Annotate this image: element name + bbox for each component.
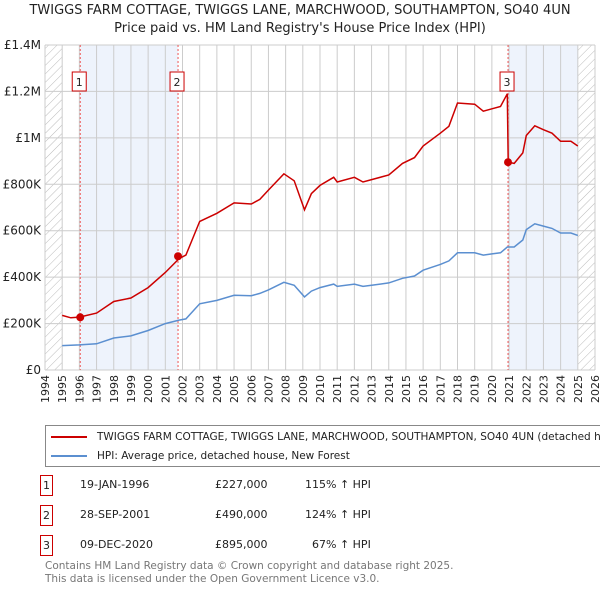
sale-point xyxy=(504,158,513,167)
shaded-period xyxy=(80,45,179,370)
x-tick-label: 1997 xyxy=(91,375,104,403)
x-tick-label: 2020 xyxy=(486,375,499,403)
sale-badge-box xyxy=(71,71,87,92)
y-tick-label: £800K xyxy=(3,177,43,191)
sale-price: £227,000 xyxy=(215,478,268,491)
sale-point xyxy=(76,313,85,322)
legend-item-property: TWIGGS FARM COTTAGE, TWIGGS LANE, MARCHW… xyxy=(46,429,600,445)
sale-date: 09-DEC-2020 xyxy=(80,538,154,551)
x-tick-label: 2025 xyxy=(572,375,585,403)
no-data-region-right xyxy=(577,45,595,370)
x-tick-label: 2009 xyxy=(297,375,310,403)
y-tick-label: £200K xyxy=(3,317,43,331)
sale-number-badge: 3 xyxy=(40,535,53,556)
sale-price: £895,000 xyxy=(215,538,268,551)
sale-badge-chart: 2 xyxy=(169,71,185,92)
sale-badge-chart: 1 xyxy=(71,71,87,92)
x-tick-label: 2024 xyxy=(555,375,568,403)
legend: TWIGGS FARM COTTAGE, TWIGGS LANE, MARCHW… xyxy=(45,425,600,467)
x-tick-label: 1996 xyxy=(73,375,86,403)
y-tick-label: £400K xyxy=(3,270,43,284)
x-tick-label: 2017 xyxy=(434,375,447,403)
sale-badge-number: 1 xyxy=(76,76,83,89)
sale-number-badge: 2 xyxy=(40,505,53,526)
legend-label-property: TWIGGS FARM COTTAGE, TWIGGS LANE, MARCHW… xyxy=(97,431,600,443)
x-tick-label: 2013 xyxy=(366,375,379,403)
sale-hpi-change: 124% ↑ HPI xyxy=(305,508,371,521)
sale-badge-number: 2 xyxy=(174,76,181,89)
sale-hpi-change: 115% ↑ HPI xyxy=(305,478,371,491)
x-tick-label: 2008 xyxy=(280,375,293,403)
x-tick-label: 2003 xyxy=(194,375,207,403)
legend-swatch-property xyxy=(51,436,87,438)
x-tick-label: 2002 xyxy=(177,375,190,403)
x-tick-label: 2021 xyxy=(503,375,516,403)
x-tick-label: 2004 xyxy=(211,375,224,403)
y-tick-label: £1.4M xyxy=(4,38,41,52)
x-tick-label: 1994 xyxy=(39,375,52,403)
legend-swatch-hpi xyxy=(51,455,87,457)
sale-hpi-change: 67% ↑ HPI xyxy=(312,538,371,551)
price-chart: 1994 1995 1996 1997 1998 1999 2000 2001 2002 2003… xyxy=(3,38,600,403)
x-tick-label: 2014 xyxy=(383,375,396,403)
x-tick-label: 2000 xyxy=(142,375,155,403)
x-tick-label: 2001 xyxy=(159,375,172,403)
no-data-region-left xyxy=(45,45,63,370)
x-tick-label: 2022 xyxy=(520,375,533,403)
x-tick-label: 1998 xyxy=(108,375,121,403)
footer-copyright: Contains HM Land Registry data © Crown c… xyxy=(45,560,454,572)
legend-label-hpi: HPI: Average price, detached house, New … xyxy=(97,450,350,462)
x-tick-label: 1995 xyxy=(56,375,69,403)
x-tick-label: 2007 xyxy=(262,375,275,403)
shaded-period xyxy=(508,45,578,370)
sale-price: £490,000 xyxy=(215,508,268,521)
chart-title: TWIGGS FARM COTTAGE, TWIGGS LANE, MARCHW… xyxy=(29,3,571,18)
chart-subtitle: Price paid vs. HM Land Registry's House … xyxy=(114,21,486,36)
x-tick-label: 2015 xyxy=(400,375,413,403)
x-tick-label: 2019 xyxy=(469,375,482,403)
x-tick-label: 1999 xyxy=(125,375,138,403)
sale-date: 28-SEP-2001 xyxy=(80,508,151,521)
sale-badge-box xyxy=(169,71,185,92)
sale-badge-chart: 3 xyxy=(499,71,515,92)
sale-number-badge: 1 xyxy=(40,475,53,496)
footer: Contains HM Land Registry data © Crown c… xyxy=(45,560,453,586)
x-tick-label: 2006 xyxy=(245,375,258,403)
x-tick-label: 2005 xyxy=(228,375,241,403)
sale-badge-box xyxy=(499,71,515,92)
series-line-hpi xyxy=(62,222,579,347)
x-tick-label: 2010 xyxy=(314,375,327,403)
sale-point xyxy=(174,252,183,261)
series-line-property xyxy=(61,93,579,319)
x-tick-label: 2011 xyxy=(331,375,344,403)
y-tick-label: £0 xyxy=(26,363,41,377)
y-tick-label: £1.2M xyxy=(4,84,41,98)
x-tick-label: 2023 xyxy=(537,375,550,403)
sale-badge-number: 3 xyxy=(504,76,511,89)
y-tick-label: £1M xyxy=(15,131,41,145)
x-tick-label: 2012 xyxy=(348,375,361,403)
sale-date: 19-JAN-1996 xyxy=(80,478,150,491)
footer-licence: This data is licensed under the Open Gov… xyxy=(45,573,380,585)
x-tick-label: 2018 xyxy=(452,375,465,403)
x-tick-label: 2026 xyxy=(589,375,600,403)
legend-item-hpi: HPI: Average price, detached house, New … xyxy=(46,448,350,464)
y-tick-label: £600K xyxy=(3,224,43,238)
x-tick-label: 2016 xyxy=(417,375,430,403)
